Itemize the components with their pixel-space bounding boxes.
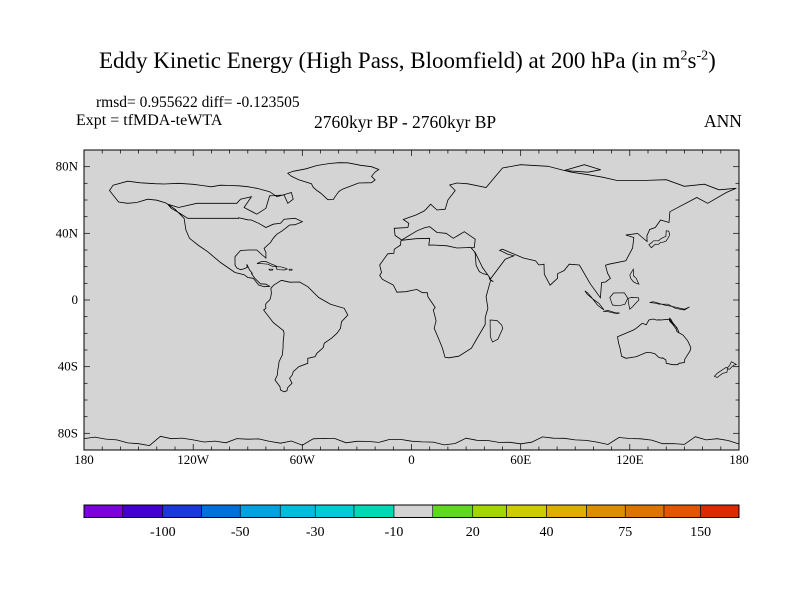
svg-text:40: 40 (540, 525, 554, 540)
svg-text:120W: 120W (177, 452, 210, 467)
svg-text:80S: 80S (58, 425, 78, 440)
svg-text:60E: 60E (510, 452, 531, 467)
svg-text:0: 0 (408, 452, 415, 467)
svg-text:75: 75 (618, 525, 632, 540)
svg-text:40N: 40N (56, 225, 79, 240)
svg-text:120E: 120E (616, 452, 644, 467)
svg-text:-30: -30 (306, 525, 325, 540)
svg-text:150: 150 (690, 525, 711, 540)
svg-text:40S: 40S (58, 359, 78, 374)
svg-text:180: 180 (729, 452, 749, 467)
svg-text:-100: -100 (150, 525, 176, 540)
svg-text:60W: 60W (290, 452, 316, 467)
svg-text:20: 20 (466, 525, 480, 540)
svg-text:0: 0 (72, 292, 79, 307)
svg-text:-10: -10 (385, 525, 404, 540)
svg-text:180: 180 (74, 452, 94, 467)
svg-text:-50: -50 (231, 525, 250, 540)
svg-text:80N: 80N (56, 159, 79, 174)
